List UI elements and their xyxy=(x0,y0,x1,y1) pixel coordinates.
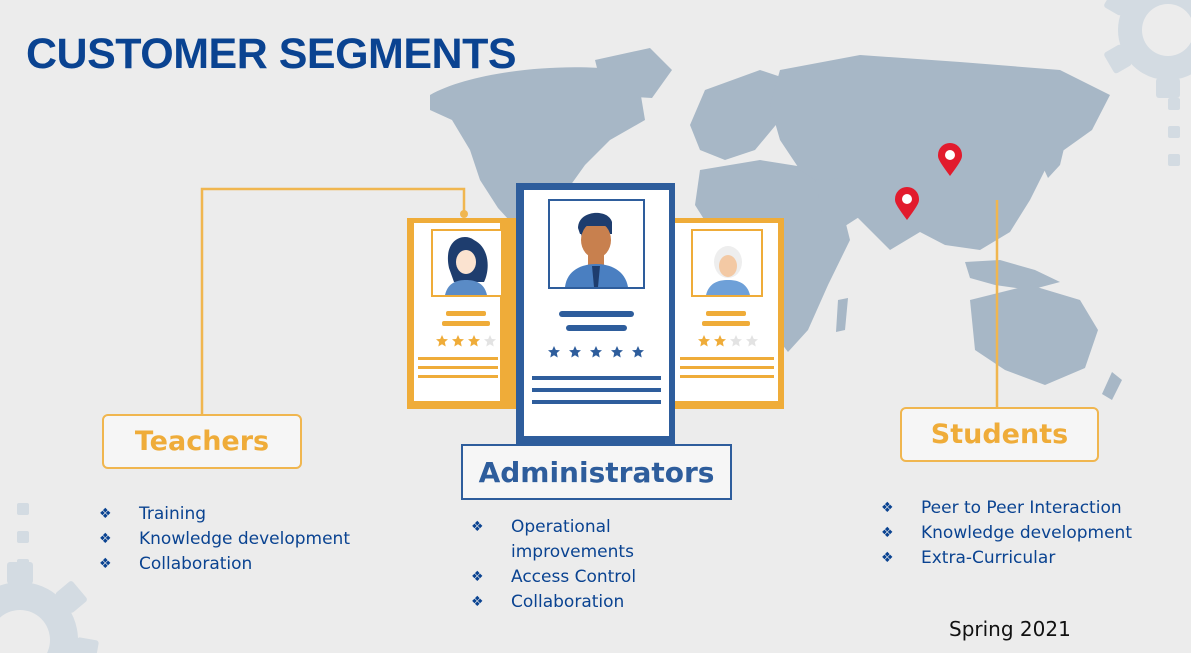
administrators-bullet-list: ❖ Operational improvements ❖ Access Contro… xyxy=(471,515,671,615)
administrator-profile-card xyxy=(516,183,675,445)
list-item: ❖ Collaboration xyxy=(471,590,671,615)
diamond-bullet-icon: ❖ xyxy=(99,531,112,547)
segment-label-teachers: Teachers xyxy=(102,414,302,469)
student-avatar xyxy=(706,246,750,295)
list-item: ❖ Peer to Peer Interaction xyxy=(881,496,1181,521)
administrator-avatar xyxy=(565,212,628,287)
gear-icon xyxy=(0,562,99,653)
student-profile-card xyxy=(674,218,784,409)
footer-date: Spring 2021 xyxy=(949,617,1071,641)
gear-icon xyxy=(1104,0,1191,98)
list-item: ❖ Access Control xyxy=(471,565,671,590)
list-item: ❖ Knowledge development xyxy=(881,521,1181,546)
teacher-profile-card xyxy=(407,218,517,409)
connector-dot xyxy=(460,210,468,218)
diamond-bullet-icon: ❖ xyxy=(99,556,112,572)
connector-lines xyxy=(200,187,999,414)
teachers-bullet-list: ❖ Training ❖ Knowledge development ❖ Collab… xyxy=(99,502,399,577)
list-item: ❖ Operational improvements xyxy=(471,517,634,562)
segment-label-students: Students xyxy=(900,407,1099,462)
diamond-bullet-icon: ❖ xyxy=(881,550,894,566)
decorative-dots xyxy=(17,98,1180,571)
page-title: CUSTOMER SEGMENTS xyxy=(26,30,517,78)
map-pin-icon xyxy=(895,187,919,220)
diamond-bullet-icon: ❖ xyxy=(471,519,484,535)
diamond-bullet-icon: ❖ xyxy=(471,569,484,585)
students-bullet-list: ❖ Peer to Peer Interaction ❖ Knowledge dev… xyxy=(881,496,1181,571)
list-item: ❖ Training xyxy=(99,502,399,527)
diamond-bullet-icon: ❖ xyxy=(881,500,894,516)
teacher-avatar xyxy=(445,237,488,295)
list-item: ❖ Knowledge development xyxy=(99,527,399,552)
diamond-bullet-icon: ❖ xyxy=(471,594,484,610)
diamond-bullet-icon: ❖ xyxy=(881,525,894,541)
list-item: ❖ Collaboration xyxy=(99,552,399,577)
list-item: ❖ Extra-Curricular xyxy=(881,546,1181,571)
diamond-bullet-icon: ❖ xyxy=(99,506,112,522)
segment-label-administrators: Administrators xyxy=(461,444,732,500)
map-pin-icon xyxy=(938,143,962,176)
